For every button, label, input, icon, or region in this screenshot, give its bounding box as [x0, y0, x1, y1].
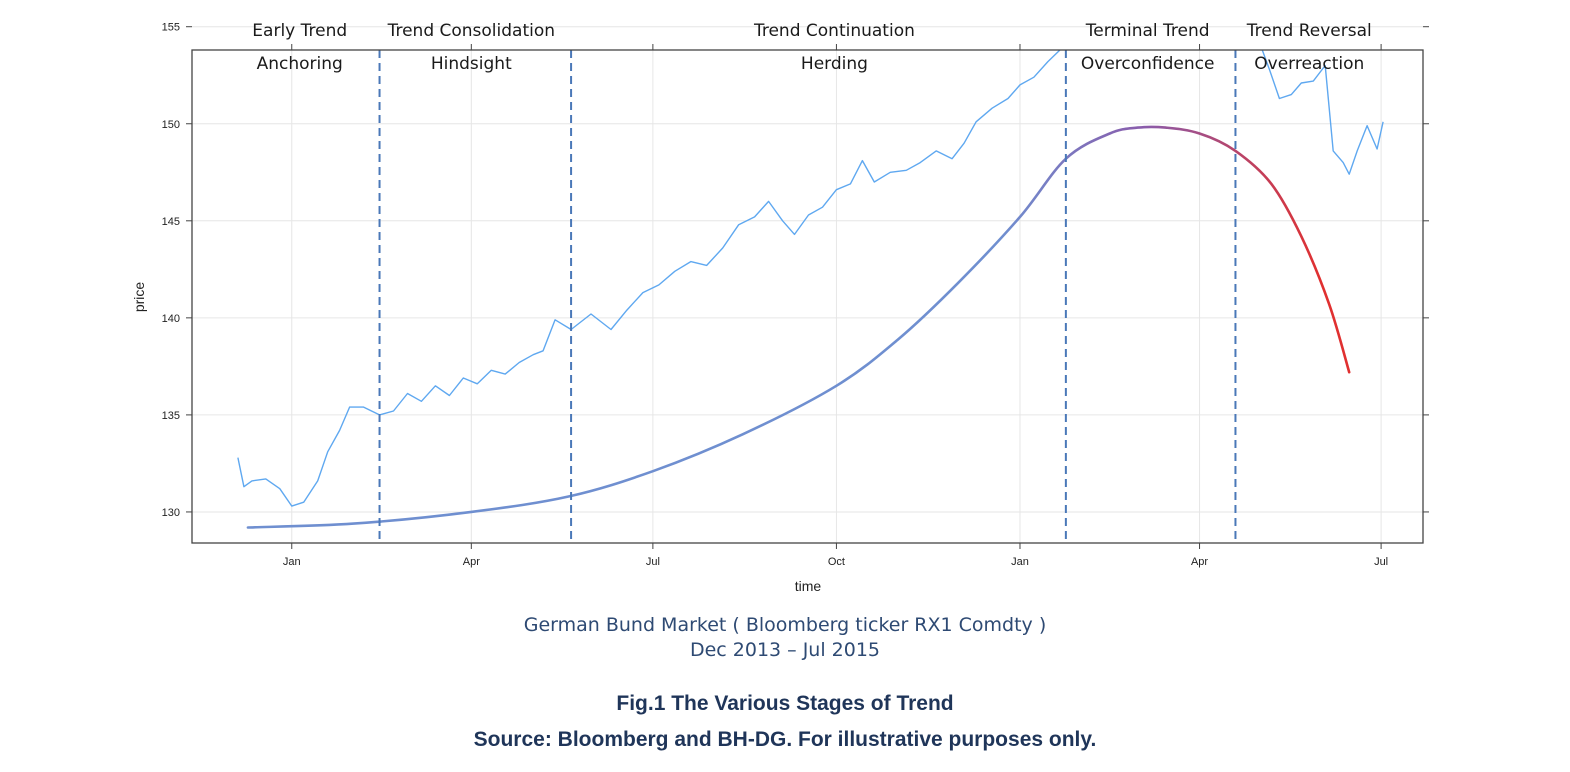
- chart-caption: German Bund Market ( Bloomberg ticker RX…: [0, 613, 1570, 663]
- x-tick-label: Apr: [463, 556, 480, 568]
- y-tick-label: 155: [162, 22, 180, 34]
- figure-source: Source: Bloomberg and BH-DG. For illustr…: [473, 728, 1097, 751]
- stage-name-label: Trend Reversal: [1246, 21, 1372, 41]
- y-axis-title: price: [131, 282, 147, 313]
- y-tick-label: 130: [162, 507, 180, 519]
- plot-frame: [191, 49, 1424, 544]
- y-tick-label: 145: [162, 216, 180, 228]
- trend-model-curve: [246, 125, 1351, 529]
- figure-caption: Fig.1 The Various Stages of Trend Source…: [0, 686, 1570, 758]
- x-tick-label: Jan: [1011, 556, 1029, 568]
- x-axis-title: time: [795, 578, 822, 594]
- y-tick-label: 135: [162, 410, 180, 422]
- stage-bias-label: Herding: [801, 54, 868, 74]
- x-tick-label: Oct: [828, 556, 845, 568]
- y-tick-label: 140: [162, 313, 180, 325]
- y-tick-label: 150: [162, 119, 180, 131]
- x-tick-label: Jan: [283, 556, 301, 568]
- stage-name-label: Terminal Trend: [1085, 21, 1210, 41]
- stage-name-label: Trend Consolidation: [387, 21, 555, 41]
- x-tick-label: Jul: [646, 556, 660, 568]
- caption-market-line: German Bund Market ( Bloomberg ticker RX…: [523, 614, 1047, 636]
- stage-bias-label: Overconfidence: [1081, 54, 1215, 74]
- caption-date-range: Dec 2013 – Jul 2015: [689, 639, 881, 661]
- axis-ticks: 130 135 140 145 150 155 Jan Apr Jul Oct Jan Apr Jul: [162, 22, 1429, 568]
- figure-title: Fig.1 The Various Stages of Trend: [616, 692, 954, 715]
- stage-bias-label: Anchoring: [257, 54, 343, 74]
- stage-bias-label: Hindsight: [431, 54, 512, 74]
- stage-name-label: Trend Continuation: [753, 21, 915, 41]
- x-tick-label: Apr: [1191, 556, 1208, 568]
- plot-marks: [237, 50, 1384, 543]
- stage-labels: Early Trend Anchoring Trend Consolidation H…: [252, 21, 1371, 74]
- x-tick-label: Jul: [1374, 556, 1388, 568]
- grid-lines: [192, 26, 1423, 543]
- stage-bias-label: Overreaction: [1254, 54, 1364, 74]
- price-series-line: [237, 50, 1384, 507]
- stage-name-label: Early Trend: [252, 21, 347, 41]
